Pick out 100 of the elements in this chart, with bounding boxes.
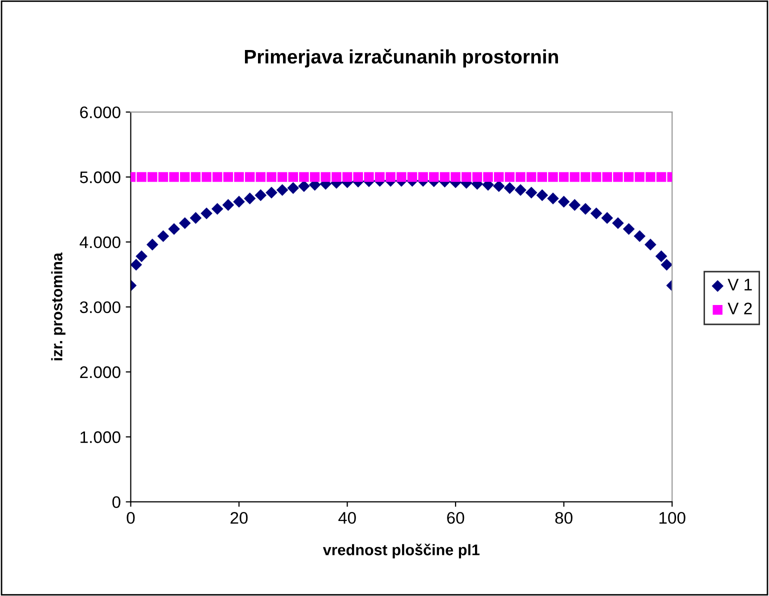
point — [526, 172, 536, 182]
point — [558, 172, 569, 182]
y-tick-label: 4.000 — [80, 236, 120, 248]
point — [602, 172, 612, 182]
point — [266, 172, 276, 182]
point — [146, 238, 158, 250]
point — [612, 217, 624, 230]
point — [429, 172, 439, 182]
point — [396, 172, 406, 182]
point — [266, 186, 278, 198]
point — [613, 172, 623, 182]
y-tick-label: 1.000 — [80, 431, 120, 444]
point — [364, 172, 374, 182]
point — [591, 172, 602, 182]
legend-label: V 2 — [728, 302, 752, 314]
point — [332, 172, 342, 182]
point — [568, 199, 581, 211]
point — [168, 223, 180, 235]
point — [222, 199, 234, 211]
point — [558, 196, 570, 208]
point — [234, 172, 244, 182]
point — [180, 172, 190, 182]
point — [200, 208, 212, 220]
point — [440, 172, 450, 182]
x-tick-label: 20 — [230, 512, 248, 524]
point — [450, 172, 460, 182]
point — [130, 258, 142, 271]
point — [624, 172, 634, 182]
point — [537, 172, 548, 182]
y-axis-title: izr. prostomina — [51, 252, 66, 360]
point — [342, 172, 352, 182]
point — [570, 172, 580, 182]
point — [212, 172, 222, 182]
point — [211, 202, 224, 215]
point — [202, 172, 212, 182]
point — [656, 172, 666, 182]
point — [547, 192, 559, 204]
x-tick-label: 40 — [338, 512, 356, 524]
point — [646, 172, 656, 182]
point — [418, 172, 428, 182]
point — [298, 180, 310, 192]
point — [514, 184, 526, 196]
point — [178, 217, 191, 230]
y-tick-label: 5.000 — [80, 171, 120, 184]
point — [233, 196, 245, 208]
point — [190, 212, 202, 224]
point — [223, 172, 234, 182]
point — [634, 230, 646, 242]
point — [254, 189, 267, 202]
point — [288, 172, 298, 182]
point — [169, 172, 179, 182]
x-tick-label: 80 — [555, 512, 572, 524]
point — [504, 172, 515, 182]
point — [462, 172, 472, 182]
point — [483, 172, 493, 182]
chart-title: Primerjava izračunanih prostornin — [244, 48, 558, 68]
point — [386, 172, 396, 182]
point — [256, 172, 266, 182]
point — [310, 172, 320, 182]
y-tick-label: 6.000 — [80, 106, 120, 118]
point — [494, 172, 504, 182]
point — [590, 208, 602, 220]
point — [320, 172, 330, 182]
point — [536, 189, 548, 202]
x-tick-label: 60 — [447, 512, 464, 524]
point — [148, 172, 158, 182]
point — [622, 223, 635, 235]
point — [299, 172, 309, 182]
y-tick-label: 2.000 — [80, 366, 120, 378]
point — [190, 172, 201, 182]
point — [548, 172, 558, 182]
point — [492, 180, 505, 192]
point — [157, 230, 170, 242]
point — [644, 238, 656, 250]
point — [504, 182, 516, 194]
point — [244, 172, 255, 182]
point — [136, 172, 146, 182]
y-tick-label: 3.000 — [80, 301, 120, 314]
legend-label: V 1 — [728, 278, 752, 290]
point — [660, 258, 672, 271]
point — [580, 172, 590, 182]
point — [472, 172, 482, 182]
x-axis-title: vrednost ploščine pl1 — [322, 544, 480, 558]
point — [244, 192, 256, 204]
point — [276, 184, 288, 196]
point — [287, 182, 300, 194]
point — [525, 186, 538, 198]
point — [136, 250, 148, 262]
point — [374, 172, 385, 182]
y-tick-label: 0 — [112, 496, 120, 508]
point — [580, 202, 592, 215]
point — [277, 172, 288, 182]
x-tick-label: 100 — [659, 512, 686, 524]
point — [353, 172, 363, 182]
point — [655, 250, 668, 262]
point — [158, 172, 168, 182]
point — [601, 212, 614, 224]
point — [634, 172, 644, 182]
point — [516, 172, 526, 182]
point — [407, 172, 418, 182]
